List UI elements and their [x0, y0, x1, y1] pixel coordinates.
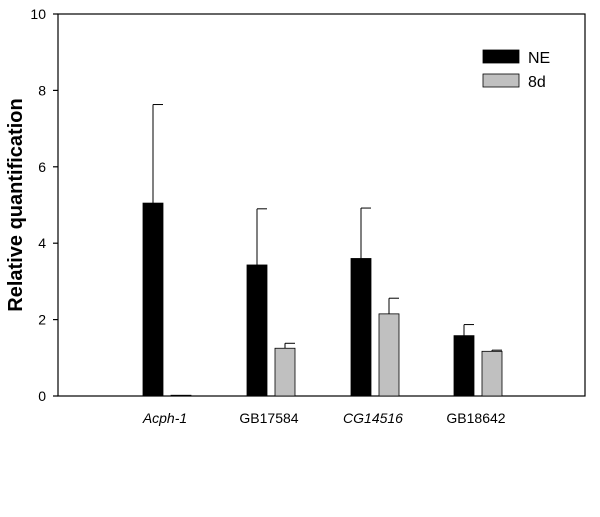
- x-axis-labels: Acph-1 GB17584 CG14516 GB18642: [142, 410, 506, 426]
- legend-label-ne: NE: [528, 50, 550, 67]
- plot-frame: [57, 13, 586, 397]
- bar-8d-acph-1: [170, 394, 192, 397]
- y-tick-label: 4: [38, 235, 46, 251]
- bar-8d-gb18642: [481, 350, 503, 397]
- bar-ne-gb18642: [453, 335, 475, 397]
- y-axis: 0 2 4 6 8 10: [30, 6, 58, 404]
- x-tick-label: Acph-1: [142, 410, 187, 426]
- legend-label-8d: 8d: [528, 74, 546, 91]
- x-tick-label: CG14516: [343, 410, 403, 426]
- y-tick-label: 0: [38, 388, 46, 404]
- bar-8d-gb17584: [274, 347, 296, 397]
- y-tick-label: 10: [30, 6, 46, 22]
- bar-8d-cg14516: [378, 313, 400, 397]
- y-tick-label: 8: [38, 82, 46, 98]
- legend-swatch-ne: [482, 49, 520, 64]
- x-tick-label: GB18642: [446, 410, 505, 426]
- legend-swatch-8d: [482, 73, 520, 88]
- legend: NE 8d: [482, 49, 550, 91]
- bar-ne-cg14516: [350, 258, 372, 397]
- bar-ne-gb17584: [246, 264, 268, 397]
- bar-ne-acph-1: [142, 202, 164, 397]
- y-axis-label: Relative quantification: [5, 98, 27, 311]
- x-tick-label: GB17584: [239, 410, 298, 426]
- y-tick-label: 6: [38, 159, 46, 175]
- bars-group: [142, 104, 503, 397]
- y-tick-label: 2: [38, 312, 46, 328]
